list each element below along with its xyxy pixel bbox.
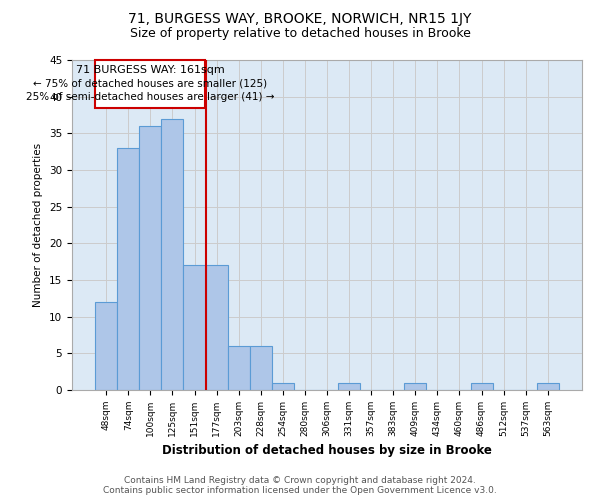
Text: 25% of semi-detached houses are larger (41) →: 25% of semi-detached houses are larger (…: [26, 92, 274, 102]
Bar: [338, 382, 360, 390]
Text: Size of property relative to detached houses in Brooke: Size of property relative to detached ho…: [130, 28, 470, 40]
Text: 71, BURGESS WAY, BROOKE, NORWICH, NR15 1JY: 71, BURGESS WAY, BROOKE, NORWICH, NR15 1…: [128, 12, 472, 26]
Bar: [161, 118, 184, 390]
Text: ← 75% of detached houses are smaller (125): ← 75% of detached houses are smaller (12…: [33, 78, 267, 88]
Bar: [227, 346, 250, 390]
X-axis label: Distribution of detached houses by size in Brooke: Distribution of detached houses by size …: [162, 444, 492, 458]
Bar: [250, 346, 272, 390]
Bar: [117, 148, 139, 390]
Text: 71 BURGESS WAY: 161sqm: 71 BURGESS WAY: 161sqm: [76, 65, 224, 75]
Bar: [95, 302, 117, 390]
Bar: [537, 382, 559, 390]
Bar: [184, 266, 206, 390]
Bar: [206, 266, 227, 390]
Text: Contains HM Land Registry data © Crown copyright and database right 2024.
Contai: Contains HM Land Registry data © Crown c…: [103, 476, 497, 495]
Bar: [272, 382, 294, 390]
FancyBboxPatch shape: [95, 60, 205, 108]
Bar: [404, 382, 427, 390]
Bar: [139, 126, 161, 390]
Bar: [470, 382, 493, 390]
Y-axis label: Number of detached properties: Number of detached properties: [34, 143, 43, 307]
